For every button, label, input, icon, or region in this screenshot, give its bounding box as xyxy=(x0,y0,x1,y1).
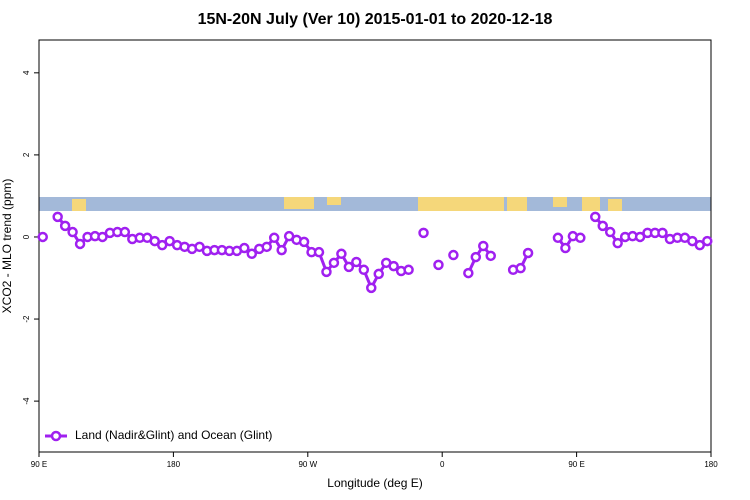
chart-title: 15N-20N July (Ver 10) 2015-01-01 to 2020… xyxy=(198,11,553,28)
x-tick-label: 90 E xyxy=(31,460,47,469)
land-patch xyxy=(327,197,341,205)
data-point xyxy=(358,264,370,276)
data-point xyxy=(702,235,713,247)
legend-swatch-marker xyxy=(50,430,62,442)
land-patch xyxy=(284,197,314,209)
data-point xyxy=(575,232,586,244)
data-point xyxy=(74,238,86,250)
land-patch xyxy=(608,199,622,211)
data-point xyxy=(164,235,175,247)
data-point xyxy=(433,259,444,271)
data-point xyxy=(149,235,160,247)
data-point xyxy=(373,268,384,280)
data-point xyxy=(612,237,623,249)
data-point xyxy=(522,247,534,259)
data-point xyxy=(634,231,646,243)
y-tick-label: -2 xyxy=(22,315,31,323)
data-point xyxy=(321,266,332,278)
data-point xyxy=(67,226,78,238)
data-point xyxy=(156,239,168,251)
ocean-band xyxy=(39,197,711,211)
land-patch xyxy=(553,197,567,207)
x-tick-label: 180 xyxy=(704,460,718,469)
data-point xyxy=(597,220,608,232)
data-point xyxy=(351,256,362,268)
data-point xyxy=(478,240,489,252)
data-point xyxy=(687,235,698,247)
data-point xyxy=(657,227,668,239)
land-patch xyxy=(582,197,600,211)
x-tick-label: 180 xyxy=(167,460,181,469)
data-point xyxy=(336,248,347,260)
data-point xyxy=(246,248,258,260)
data-point xyxy=(268,232,280,244)
data-point xyxy=(403,264,414,276)
data-point xyxy=(119,226,131,238)
data-point xyxy=(590,211,601,223)
data-point xyxy=(552,232,564,244)
data-point xyxy=(97,231,108,243)
data-point xyxy=(604,226,616,238)
data-point xyxy=(313,246,325,258)
data-point xyxy=(694,239,706,251)
land-patch xyxy=(72,199,86,211)
x-tick-label: 90 W xyxy=(298,460,317,469)
data-point xyxy=(470,251,482,263)
y-tick-label: 0 xyxy=(22,234,31,239)
data-point xyxy=(194,241,205,253)
data-point xyxy=(37,231,48,243)
data-point xyxy=(560,242,571,254)
data-point xyxy=(343,261,355,273)
y-axis-label: XCO2 - MLO trend (ppm) xyxy=(0,179,14,314)
x-axis-label: Longitude (deg E) xyxy=(327,476,422,490)
map-strip xyxy=(39,197,711,211)
x-tick-label: 0 xyxy=(440,460,445,469)
y-tick-label: 2 xyxy=(22,152,31,157)
plot-frame xyxy=(38,39,712,453)
data-point xyxy=(276,244,287,256)
data-point xyxy=(366,282,377,294)
data-point xyxy=(388,260,399,272)
land-patch xyxy=(418,197,504,211)
data-point xyxy=(52,211,63,223)
y-tick-label: 4 xyxy=(22,70,31,75)
data-point xyxy=(239,242,250,254)
data-point xyxy=(463,267,474,279)
data-point xyxy=(328,257,340,269)
data-point xyxy=(298,236,310,248)
x-tick-label: 90 E xyxy=(568,460,584,469)
data-point xyxy=(418,227,429,239)
land-patch xyxy=(507,197,527,211)
data-point xyxy=(59,220,71,232)
data-point xyxy=(485,250,496,262)
data-point xyxy=(515,262,526,274)
y-tick-label: -4 xyxy=(22,397,31,405)
data-point xyxy=(448,249,459,261)
legend-label: Land (Nadir&Glint) and Ocean (Glint) xyxy=(75,428,272,442)
data-point xyxy=(261,241,272,253)
